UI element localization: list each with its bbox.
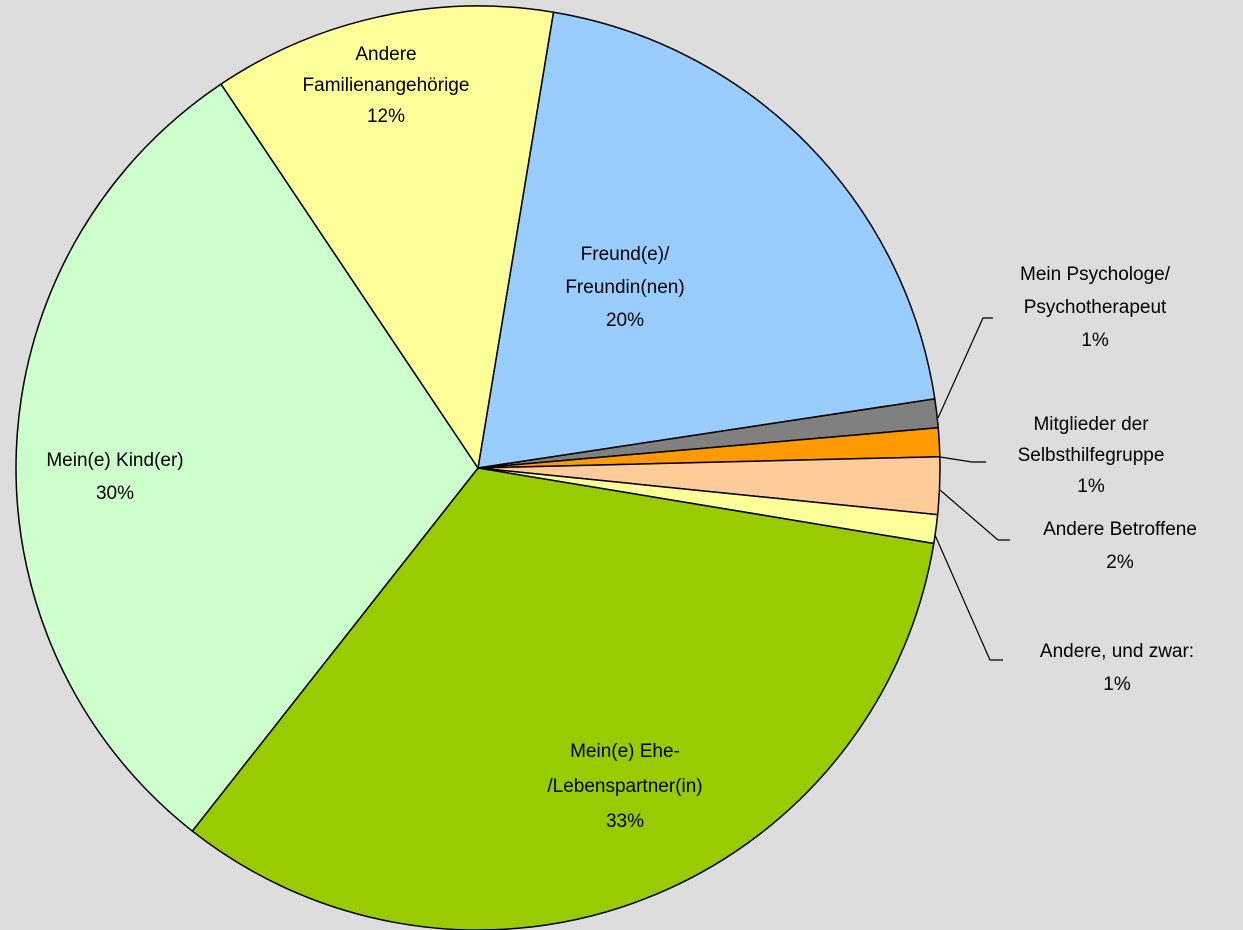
slice-label: Andere, und zwar: <box>1040 641 1194 662</box>
slice-label: Mein(e) Ehe- <box>570 741 680 762</box>
slice-label: /Lebenspartner(in) <box>547 776 702 797</box>
slice-label: Andere <box>355 44 416 65</box>
slice-label: Selbsthilfegruppe <box>1018 445 1165 466</box>
value-label: 12% <box>367 106 405 127</box>
value-label: 1% <box>1103 674 1131 695</box>
slice-label: Mitglieder der <box>1033 414 1149 435</box>
value-label: 33% <box>606 811 644 832</box>
slice-label: Familienangehörige <box>303 75 470 96</box>
slice-label: Freund(e)/ <box>581 244 670 265</box>
value-label: 1% <box>1077 476 1105 497</box>
slice-label: Mein Psychologe/ <box>1020 264 1171 285</box>
value-label: 20% <box>606 310 644 331</box>
slice-label: Psychotherapeut <box>1024 297 1167 318</box>
leader-line <box>937 317 993 419</box>
slice-label: Mein(e) Kind(er) <box>46 450 183 471</box>
value-label: 30% <box>96 483 134 504</box>
slice-label: Freundin(nen) <box>565 277 684 298</box>
leader-line <box>939 489 1010 541</box>
pie-slice <box>15 83 479 833</box>
pie-slice <box>477 11 936 469</box>
pie-slice <box>219 5 555 470</box>
slice-label: Andere Betroffene <box>1043 519 1197 540</box>
pie-slice <box>191 467 935 930</box>
leader-line <box>939 456 986 463</box>
value-label: 1% <box>1081 330 1109 351</box>
value-label: 2% <box>1106 552 1134 573</box>
leader-line <box>934 534 1003 661</box>
